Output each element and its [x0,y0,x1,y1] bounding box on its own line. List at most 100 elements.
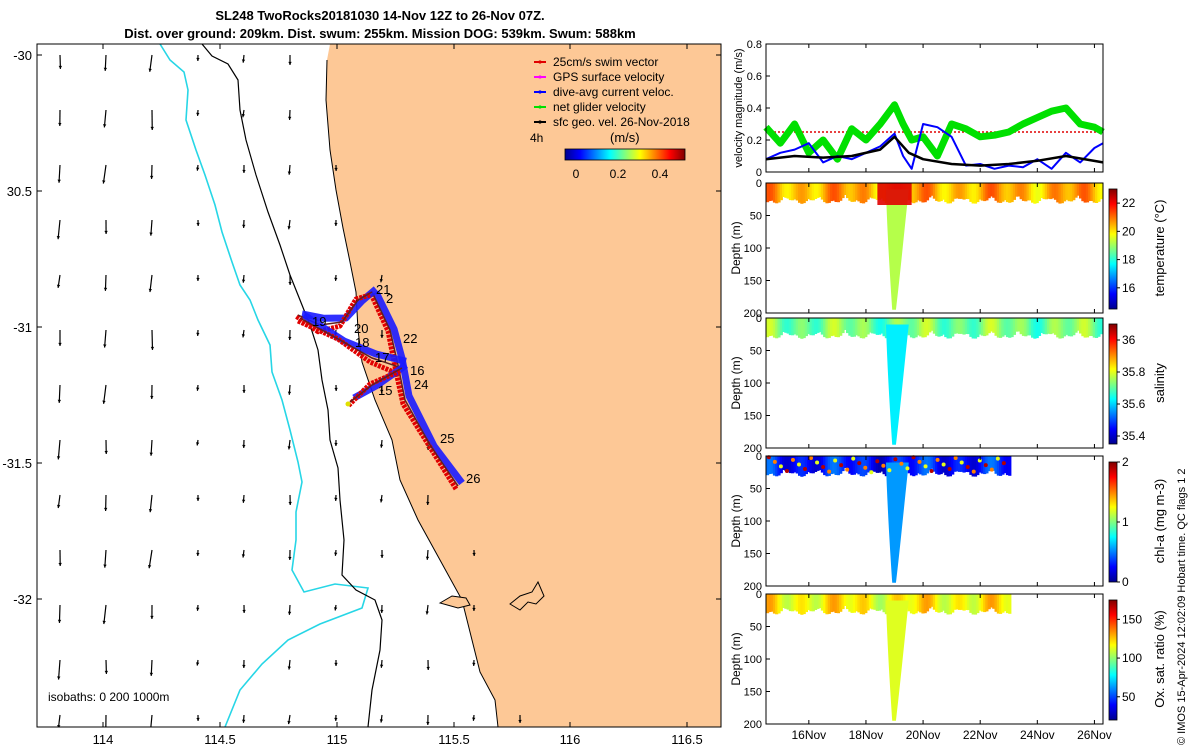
legend-label: net glider velocity [553,100,646,114]
profile-cast [916,318,920,336]
day-label: 21 [376,282,390,297]
legend-label: dive-avg current veloc. [553,85,674,99]
profile-cast [921,456,925,476]
profile-cast [989,318,994,332]
profile-cast [907,594,911,612]
current-arrow-head [150,395,154,399]
profile-cast [862,456,866,477]
chl-hotspot [869,470,874,475]
profile-cast [788,594,792,612]
profile-cast [766,183,770,203]
profile-cast [782,594,786,608]
profile-cast [832,318,836,336]
depth-tick-label: 100 [744,654,762,666]
profile-cast [914,456,918,476]
profile-cast [878,594,882,611]
profile-cast [955,318,959,334]
colorbar-tick: 0.4 [652,167,669,181]
profile-cast [866,456,870,473]
section-panel-3: 0 50 100 150 200 Depth (m) 2 1 0 chl-a (mg m-3) [729,451,1167,593]
current-arrow-head [56,504,61,509]
profile-cast [994,183,998,201]
profile-cast [1040,183,1044,198]
profile-cast [1081,183,1085,202]
current-arrow-head [334,442,338,446]
profile-cast [791,594,795,612]
current-arrow [102,164,107,184]
profile-cast [814,183,818,199]
section-bg [766,183,1103,313]
profile-cast [953,183,957,199]
profile-cast [1072,318,1076,336]
profile-cast [996,594,1000,614]
depth-tick-label: 0 [756,451,762,463]
current-arrow-head [241,554,246,558]
section-ylabel: Depth (m) [729,632,743,685]
profile-cast [1037,183,1042,201]
depth-tick-label: 0 [756,313,762,325]
current-arrow-head [56,456,61,460]
profile-cast [987,594,991,610]
profile-cast [811,183,815,201]
profile-cast [928,456,932,471]
depth-tick-label: 150 [744,687,762,699]
profile-cast [804,318,808,337]
profile-cast [800,183,804,204]
profile-cast [784,318,788,333]
profile-cast [880,318,884,334]
profile-cast [807,594,811,611]
profile-cast [1099,318,1103,335]
profile-cast [873,594,877,610]
colorbar-tick-label: 36 [1122,333,1136,347]
profile-cast [852,594,856,613]
chl-hotspot [875,459,880,464]
profile-cast [788,456,792,474]
profile-cast [875,318,879,335]
profile-cast [930,183,934,196]
section-bg [766,456,1103,586]
profile-cast [866,318,870,335]
velocity-ytick-label: 0 [756,167,762,179]
legend-swatch-dot [538,75,542,79]
profile-cast [825,594,829,615]
profile-cast [807,183,811,200]
current-arrow [150,714,153,727]
profile-cast [1060,318,1064,339]
profile-cast [935,183,939,201]
profile-cast [809,456,813,474]
profile-cast [859,318,863,339]
profile-cast [925,318,930,336]
profile-cast [827,456,831,476]
colorbar-tick-label: 1 [1122,515,1129,529]
profile-cast [791,456,795,474]
chl-hotspot [941,462,946,467]
profile-cast [948,183,952,204]
profile-cast [948,456,952,477]
profile-cast [1072,183,1076,201]
profile-cast [809,594,813,612]
profile-cast [816,318,820,333]
profile-cast [955,183,959,199]
profile-cast [836,456,840,476]
current-arrow-head [149,729,152,732]
current-arrow-head [104,450,108,454]
profile-cast [1031,318,1035,338]
profile-cast [852,318,856,337]
current-arrow-head [472,607,476,611]
profile-cast [930,594,934,607]
profile-cast [1069,183,1074,202]
current-arrow-head [380,554,384,558]
profile-cast [868,456,872,471]
profile-cast [946,456,950,477]
profile-cast [909,456,914,476]
profile-cast [864,183,868,203]
colorbar-tick-label: 50 [1122,690,1136,704]
profile-cast [973,456,978,477]
current-arrow [57,439,61,460]
current-arrow-head [242,664,246,668]
current-arrow-head [287,446,291,450]
profile-cast [791,318,795,336]
current-arrow-head [241,59,246,63]
current-arrow-head [196,607,200,611]
